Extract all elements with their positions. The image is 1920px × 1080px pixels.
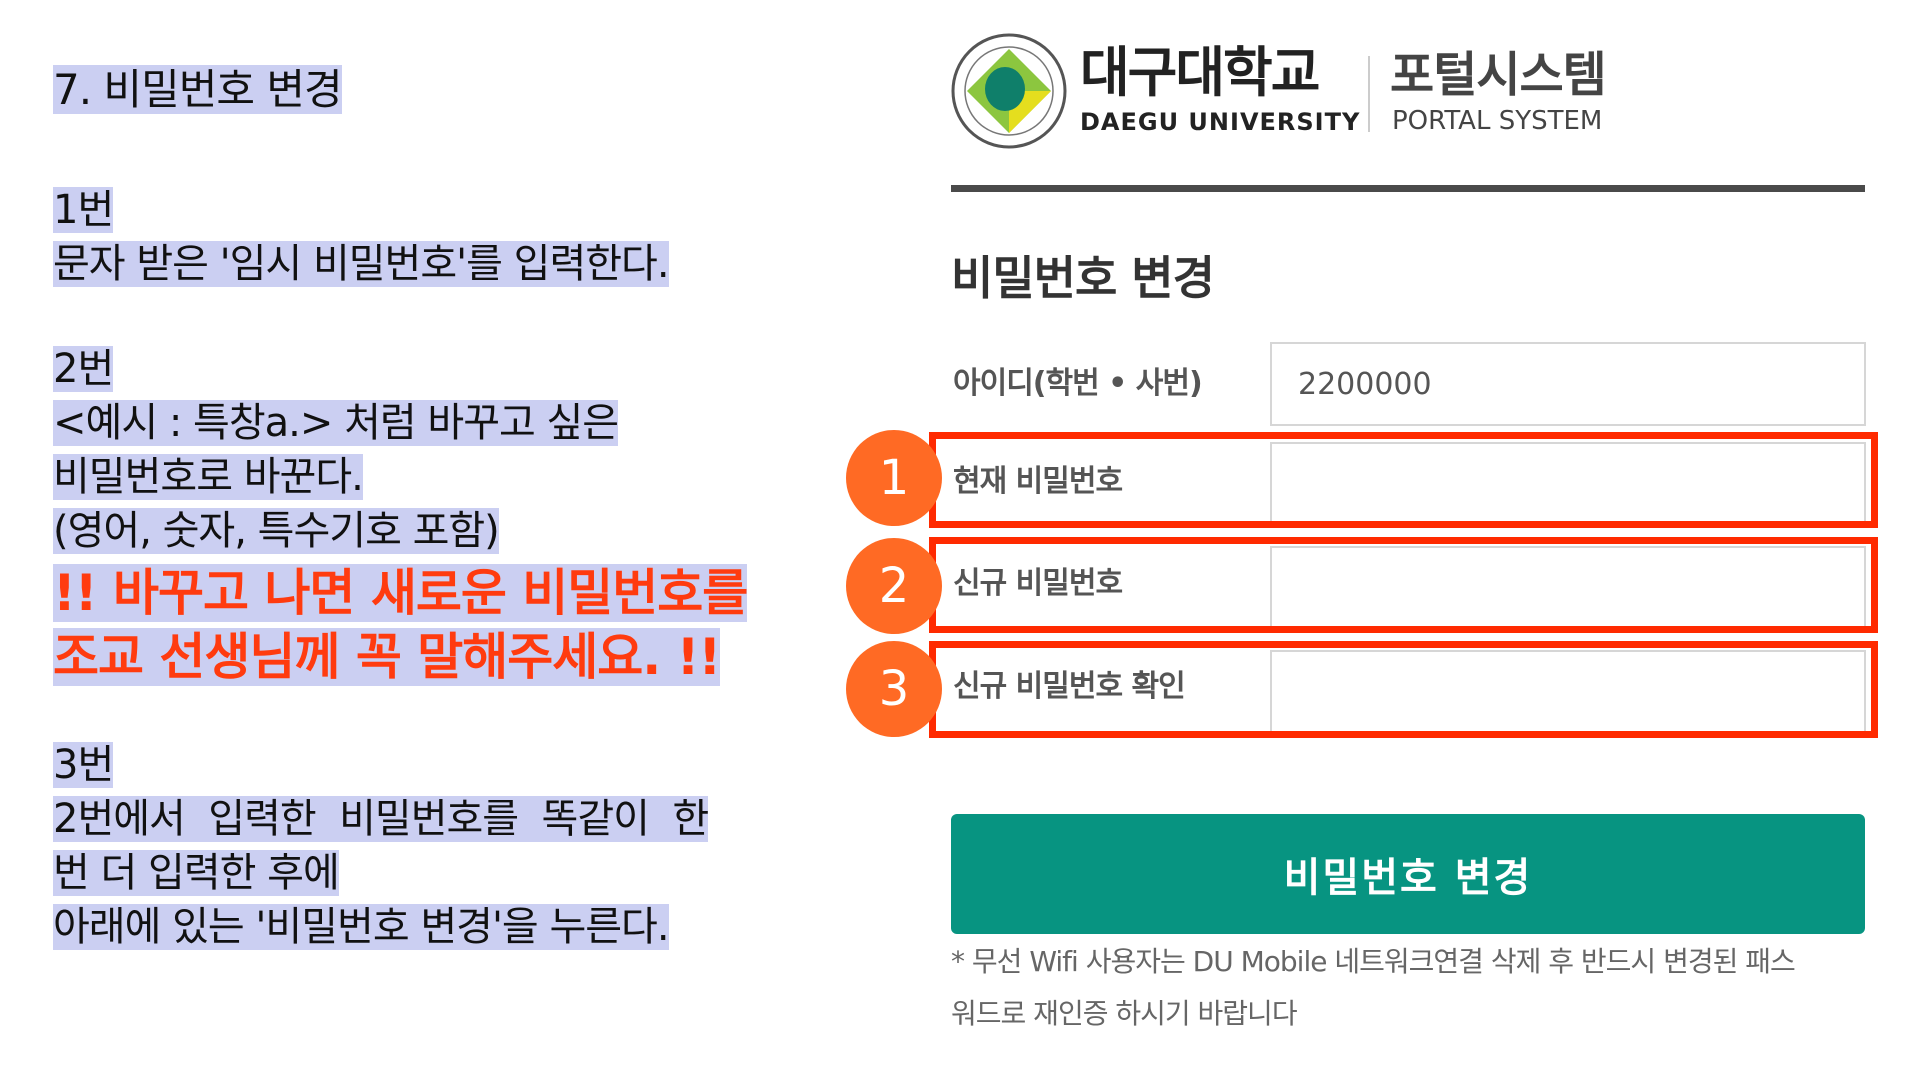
- step-marker-3: 3: [846, 641, 942, 737]
- warning-line: !! 바꾸고 나면 새로운 비밀번호를: [53, 564, 748, 622]
- warning-line: 조교 선생님께 꼭 말해주세요. !!: [53, 628, 721, 686]
- current-password-input[interactable]: [1270, 442, 1866, 526]
- annotation-box-3: [929, 641, 1878, 738]
- logo-name-en: DAEGU UNIVERSITY: [1080, 108, 1361, 136]
- step3-line: 번 더 입력한 후에: [53, 850, 340, 896]
- step3-line: 아래에 있는 '비밀번호 변경'을 누른다.: [53, 904, 670, 950]
- form-heading: 비밀번호 변경: [951, 251, 1215, 305]
- id-label: 아이디(학번 • 사번): [953, 366, 1203, 401]
- id-input[interactable]: 2200000: [1270, 342, 1866, 426]
- annotation-box-2: [929, 537, 1878, 633]
- logo-divider: [1368, 56, 1370, 132]
- step-marker-1: 1: [846, 430, 942, 526]
- instructions-title: 7. 비밀번호 변경: [53, 65, 343, 114]
- step2-label: 2번: [53, 346, 114, 392]
- header-divider: [951, 185, 1865, 192]
- current-password-label: 현재 비밀번호: [953, 464, 1123, 499]
- annotation-box-1: [929, 432, 1878, 528]
- new-password-label: 신규 비밀번호: [953, 566, 1123, 601]
- confirm-password-label: 신규 비밀번호 확인: [953, 669, 1186, 704]
- university-seal-icon: [950, 32, 1068, 150]
- step1-label: 1번: [53, 187, 114, 233]
- portal-name-en: PORTAL SYSTEM: [1392, 106, 1603, 136]
- step1-text: 문자 받은 '임시 비밀번호'를 입력한다.: [53, 241, 670, 287]
- step3-label: 3번: [53, 742, 114, 788]
- wifi-note-line: 워드로 재인증 하시기 바랍니다: [951, 997, 1298, 1030]
- logo-name-kr: 대구대학교: [1080, 41, 1320, 104]
- step2-line: 비밀번호로 바꾼다.: [53, 454, 364, 500]
- step-marker-2: 2: [846, 538, 942, 634]
- portal-name-kr: 포털시스템: [1390, 47, 1607, 103]
- wifi-note-line: * 무선 Wifi 사용자는 DU Mobile 네트워크연결 삭제 후 반드시…: [951, 945, 1796, 978]
- step2-line: <예시 : 특창a.> 처럼 바꾸고 싶은: [53, 400, 619, 446]
- step2-line: (영어, 숫자, 특수기호 포함): [53, 508, 500, 554]
- change-password-button[interactable]: 비밀번호 변경: [951, 814, 1865, 934]
- step3-line: 2번에서 입력한 비밀번호를 똑같이 한: [53, 796, 709, 842]
